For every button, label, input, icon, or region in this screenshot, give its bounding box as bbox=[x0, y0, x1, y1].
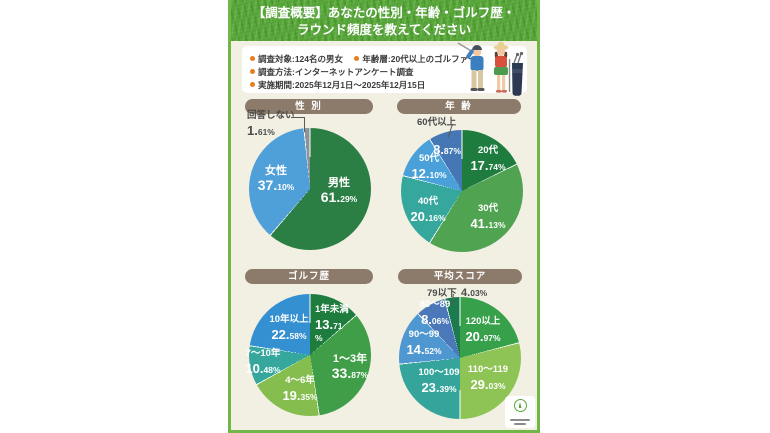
bullet-icon bbox=[250, 56, 255, 61]
survey-info-line2: 調査方法:インターネットアンケート調査 bbox=[250, 66, 519, 79]
leader-line bbox=[291, 117, 305, 132]
bullet-icon bbox=[250, 69, 255, 74]
survey-info-line3: 実施期間:2025年12月1日〜2025年12月15日 bbox=[250, 79, 519, 92]
bullet-icon bbox=[354, 56, 360, 61]
chart-gender-header: 性 別 bbox=[245, 99, 373, 114]
brand-circle-icon bbox=[513, 399, 527, 412]
slice-label-noanswer: 回答しない 1.61% bbox=[247, 110, 295, 138]
slice-label-10yplus: 10年以上 22.58% bbox=[269, 314, 309, 342]
chart-score-header: 平均スコア bbox=[398, 269, 522, 284]
slice-label-lt1y: 1年未満 13.71% bbox=[315, 304, 349, 343]
slice-label-79under: 79以下 4.03% bbox=[427, 287, 488, 299]
slice-label-80to89: 80〜89 8.06% bbox=[419, 299, 451, 327]
slice-label-110to119: 110〜119 29.03% bbox=[467, 364, 509, 392]
chart-age-header: 年 齢 bbox=[397, 99, 521, 114]
banner-title-line2: ラウンド頻度を教えてください bbox=[296, 22, 471, 37]
slice-label-50s: 50代 12.10% bbox=[411, 153, 447, 181]
survey-item: 実施期間:2025年12月1日〜2025年12月15日 bbox=[258, 80, 426, 90]
slice-pct-60plus: 8.87% bbox=[433, 142, 461, 157]
survey-item: 調査対象:124名の男女 bbox=[258, 54, 344, 64]
brand-logo-text bbox=[510, 419, 530, 421]
slice-label-90to99: 90〜99 14.52% bbox=[406, 329, 442, 357]
slice-label-60plus: 60代以上 bbox=[417, 117, 457, 128]
survey-item: 年齢層:20代以上のゴルファー bbox=[362, 54, 477, 64]
age-pie bbox=[401, 130, 523, 252]
slice-label-male: 男性 61.29% bbox=[320, 177, 358, 206]
golfers-illustration bbox=[457, 41, 524, 96]
slice-label-100to109: 100〜109 23.39% bbox=[418, 367, 460, 395]
title-banner: 【調査概要】あなたの性別・年齢・ゴルフ歴・ ラウンド頻度を教えてください bbox=[231, 0, 537, 41]
slice-label-40s: 40代 20.16% bbox=[410, 196, 446, 224]
slice-label-4to6y: 4〜6年 19.35% bbox=[282, 375, 318, 403]
infographic-panel: 【調査概要】あなたの性別・年齢・ゴルフ歴・ ラウンド頻度を教えてください 調査対… bbox=[228, 0, 540, 433]
chart-history-header: ゴルフ歴 bbox=[245, 269, 373, 284]
slice-label-female: 女性 37.10% bbox=[257, 165, 295, 194]
brand-logo-text bbox=[514, 423, 526, 425]
slice-label-20s: 20代 17.74% bbox=[470, 145, 506, 173]
slice-label-30s: 30代 41.13% bbox=[470, 203, 506, 231]
bullet-icon bbox=[250, 82, 255, 87]
banner-title-line1: 【調査概要】あなたの性別・年齢・ゴルフ歴・ bbox=[252, 6, 516, 20]
slice-label-1to3y: 1〜3年 33.87% bbox=[331, 353, 369, 382]
history-pie bbox=[249, 294, 371, 416]
slice-label-120plus: 120以上 20.97% bbox=[465, 316, 501, 344]
brand-logo bbox=[505, 396, 535, 428]
gender-pie bbox=[249, 128, 371, 250]
score-pie bbox=[399, 297, 521, 419]
survey-info-line1: 調査対象:124名の男女 年齢層:20代以上のゴルファー bbox=[250, 53, 519, 66]
survey-item: 調査方法:インターネットアンケート調査 bbox=[258, 67, 414, 77]
slice-label-7to10y: 7〜10年 10.48% bbox=[245, 348, 281, 376]
